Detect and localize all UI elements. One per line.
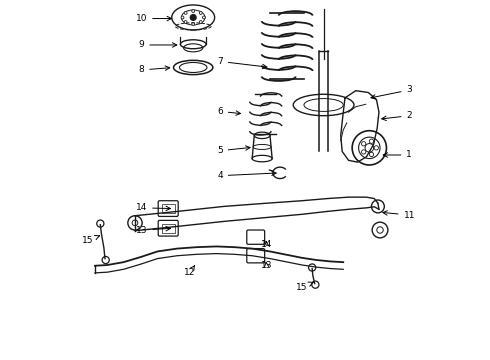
- Text: 9: 9: [139, 40, 177, 49]
- Bar: [162, 224, 174, 233]
- Text: 6: 6: [217, 107, 241, 116]
- Text: 13: 13: [261, 261, 272, 270]
- Text: 14: 14: [261, 240, 272, 249]
- Circle shape: [184, 21, 187, 23]
- Text: 11: 11: [383, 211, 415, 220]
- Circle shape: [181, 16, 184, 19]
- Circle shape: [362, 141, 366, 146]
- Text: 13: 13: [136, 225, 171, 234]
- Circle shape: [190, 15, 196, 20]
- Circle shape: [374, 146, 378, 150]
- Text: 4: 4: [217, 171, 276, 180]
- Circle shape: [199, 12, 202, 14]
- Circle shape: [202, 16, 205, 19]
- Circle shape: [369, 152, 373, 157]
- Text: 3: 3: [371, 85, 412, 99]
- Circle shape: [192, 22, 195, 25]
- Text: 1: 1: [383, 150, 412, 159]
- Text: 8: 8: [139, 66, 170, 75]
- Text: 12: 12: [184, 266, 196, 277]
- Bar: [162, 204, 174, 213]
- Text: 14: 14: [136, 203, 171, 212]
- Text: 7: 7: [217, 57, 267, 69]
- Circle shape: [184, 12, 187, 14]
- Text: 15: 15: [296, 282, 313, 292]
- Text: 5: 5: [217, 146, 250, 155]
- Circle shape: [199, 21, 202, 23]
- Text: 2: 2: [382, 111, 412, 121]
- Circle shape: [362, 150, 366, 154]
- Circle shape: [365, 144, 373, 152]
- Circle shape: [369, 139, 373, 143]
- Text: 15: 15: [82, 235, 99, 245]
- Circle shape: [192, 10, 195, 13]
- Text: 10: 10: [136, 14, 172, 23]
